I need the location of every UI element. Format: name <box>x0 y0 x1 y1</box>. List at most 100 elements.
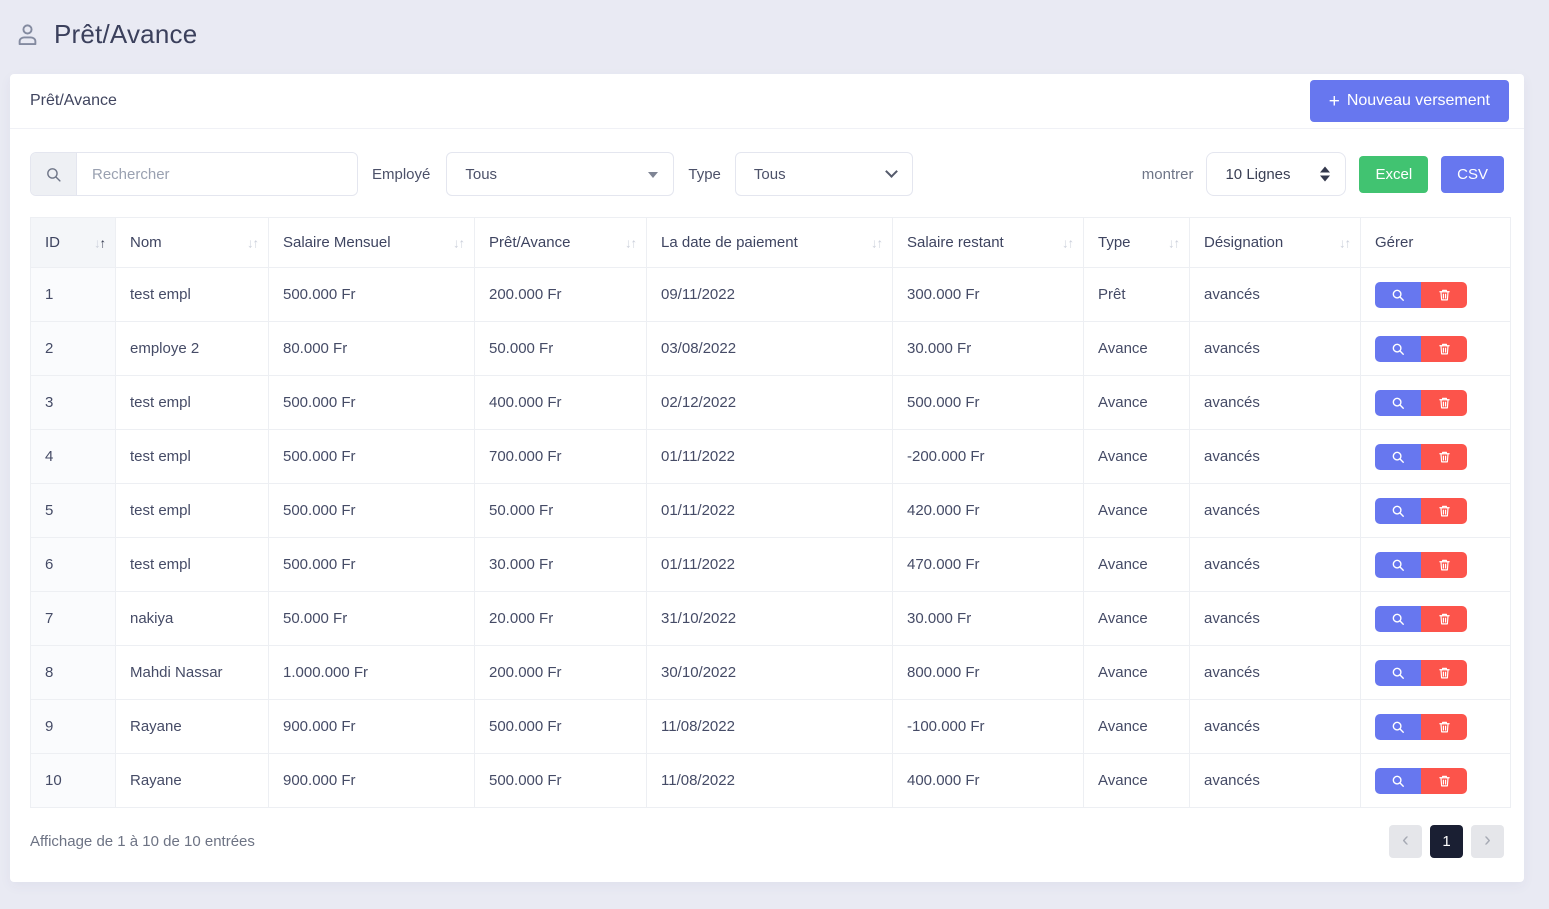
table-footer: Affichage de 1 à 10 de 10 entrées ‹ 1 › <box>10 808 1524 882</box>
cell-type: Avance <box>1083 321 1190 376</box>
table-row: 4 test empl 500.000 Fr 700.000 Fr 01/11/2022… <box>30 429 1511 484</box>
view-button[interactable] <box>1375 281 1421 308</box>
column-header-designation[interactable]: Désignation ↓↑ <box>1189 217 1361 268</box>
type-select[interactable]: Tous <box>734 152 913 196</box>
cell-salaire-mensuel: 500.000 Fr <box>268 537 475 592</box>
view-button[interactable] <box>1375 443 1421 470</box>
cell-gerer <box>1360 321 1511 376</box>
cell-gerer <box>1360 753 1511 808</box>
trash-icon <box>1438 666 1451 680</box>
delete-button[interactable] <box>1421 767 1467 794</box>
cell-date-paiement: 11/08/2022 <box>646 753 893 808</box>
sort-icons: ↓↑ <box>94 235 106 250</box>
view-button[interactable] <box>1375 605 1421 632</box>
previous-page-button[interactable]: ‹ <box>1389 825 1422 858</box>
excel-export-button[interactable]: Excel <box>1359 155 1429 193</box>
cell-salaire-restant: 300.000 Fr <box>892 267 1084 322</box>
cell-pret-avance: 30.000 Fr <box>474 537 647 592</box>
view-button[interactable] <box>1375 497 1421 524</box>
view-button[interactable] <box>1375 335 1421 362</box>
cell-pret-avance: 400.000 Fr <box>474 375 647 430</box>
column-label: Prêt/Avance <box>489 234 571 251</box>
employee-select[interactable]: Tous <box>446 152 675 196</box>
view-button[interactable] <box>1375 659 1421 686</box>
delete-button[interactable] <box>1421 605 1467 632</box>
filter-toolbar: Employé Tous Type Tous montrer 10 Lignes… <box>10 129 1524 217</box>
up-down-arrows-icon <box>1320 166 1331 182</box>
cell-salaire-restant: 30.000 Fr <box>892 321 1084 376</box>
cell-gerer <box>1360 591 1511 646</box>
cell-type: Avance <box>1083 645 1190 700</box>
delete-button[interactable] <box>1421 335 1467 362</box>
column-header-salaire-restant[interactable]: Salaire restant ↓↑ <box>892 217 1084 268</box>
action-button-group <box>1375 389 1467 416</box>
cell-type: Avance <box>1083 753 1190 808</box>
column-label: ID <box>45 234 60 251</box>
pagination: ‹ 1 › <box>1389 825 1504 858</box>
delete-button[interactable] <box>1421 281 1467 308</box>
page-number-button[interactable]: 1 <box>1430 825 1463 858</box>
trash-icon <box>1438 342 1451 356</box>
search-icon <box>1391 342 1405 356</box>
cell-gerer <box>1360 483 1511 538</box>
view-button[interactable] <box>1375 713 1421 740</box>
action-button-group <box>1375 551 1467 578</box>
cell-salaire-mensuel: 900.000 Fr <box>268 753 475 808</box>
view-button[interactable] <box>1375 551 1421 578</box>
cell-nom: test empl <box>115 483 269 538</box>
table-row: 3 test empl 500.000 Fr 400.000 Fr 02/12/2022… <box>30 375 1511 430</box>
rows-per-page-select[interactable]: 10 Lignes <box>1206 152 1347 196</box>
delete-button[interactable] <box>1421 497 1467 524</box>
cell-salaire-restant: 800.000 Fr <box>892 645 1084 700</box>
table-row: 8 Mahdi Nassar 1.000.000 Fr 200.000 Fr 30/10… <box>30 645 1511 700</box>
column-header-salaire-mensuel[interactable]: Salaire Mensuel ↓↑ <box>268 217 475 268</box>
plus-icon: + <box>1328 90 1340 112</box>
trash-icon <box>1438 396 1451 410</box>
cell-salaire-restant: 30.000 Fr <box>892 591 1084 646</box>
cell-id: 5 <box>30 483 116 538</box>
export-controls: montrer 10 Lignes Excel CSV <box>1142 152 1504 196</box>
table-container: ID ↓↑ Nom ↓↑ Salaire Mensuel ↓↑ Prêt/Avance ↓↑ L… <box>10 217 1524 808</box>
type-filter-label: Type <box>688 165 721 183</box>
sort-icons: ↓↑ <box>453 235 465 250</box>
new-versement-button[interactable]: + Nouveau versement <box>1309 80 1509 122</box>
delete-button[interactable] <box>1421 389 1467 416</box>
cell-salaire-restant: 420.000 Fr <box>892 483 1084 538</box>
column-header-date-paiement[interactable]: La date de paiement ↓↑ <box>646 217 893 268</box>
cell-salaire-mensuel: 500.000 Fr <box>268 429 475 484</box>
card-title: Prêt/Avance <box>30 92 117 109</box>
cell-date-paiement: 31/10/2022 <box>646 591 893 646</box>
search-icon <box>1391 504 1405 518</box>
action-button-group <box>1375 335 1467 362</box>
action-button-group <box>1375 497 1467 524</box>
view-button[interactable] <box>1375 767 1421 794</box>
column-label: Type <box>1098 234 1131 251</box>
delete-button[interactable] <box>1421 659 1467 686</box>
csv-export-button[interactable]: CSV <box>1441 155 1504 193</box>
cell-nom: nakiya <box>115 591 269 646</box>
page-header: Prêt/Avance <box>0 0 1549 62</box>
cell-nom: employe 2 <box>115 321 269 376</box>
cell-nom: test empl <box>115 375 269 430</box>
column-header-pret-avance[interactable]: Prêt/Avance ↓↑ <box>474 217 647 268</box>
delete-button[interactable] <box>1421 443 1467 470</box>
cell-designation: avancés <box>1189 699 1361 754</box>
action-button-group <box>1375 767 1467 794</box>
column-header-id[interactable]: ID ↓↑ <box>30 217 116 268</box>
delete-button[interactable] <box>1421 713 1467 740</box>
delete-button[interactable] <box>1421 551 1467 578</box>
search-icon <box>1391 396 1405 410</box>
column-header-type[interactable]: Type ↓↑ <box>1083 217 1190 268</box>
search-input[interactable] <box>77 153 357 195</box>
view-button[interactable] <box>1375 389 1421 416</box>
action-button-group <box>1375 443 1467 470</box>
cell-designation: avancés <box>1189 591 1361 646</box>
cell-nom: Mahdi Nassar <box>115 645 269 700</box>
cell-designation: avancés <box>1189 429 1361 484</box>
action-button-group <box>1375 659 1467 686</box>
next-page-button[interactable]: › <box>1471 825 1504 858</box>
column-header-nom[interactable]: Nom ↓↑ <box>115 217 269 268</box>
table-row: 5 test empl 500.000 Fr 50.000 Fr 01/11/2022 4… <box>30 483 1511 538</box>
type-select-value: Tous <box>753 165 786 183</box>
table-row: 2 employe 2 80.000 Fr 50.000 Fr 03/08/2022 30… <box>30 321 1511 376</box>
